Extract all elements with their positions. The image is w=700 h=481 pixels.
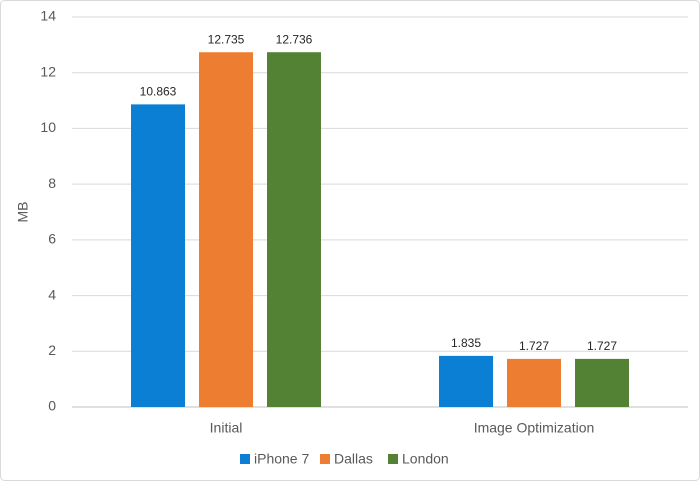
legend-label: iPhone 7 — [254, 451, 309, 467]
bar — [439, 355, 493, 407]
legend-swatch — [388, 454, 398, 464]
legend-swatch — [240, 454, 250, 464]
y-tick-label: 4 — [48, 286, 56, 302]
bar — [131, 104, 185, 408]
bar — [267, 52, 321, 408]
data-label: 12.736 — [276, 32, 313, 46]
data-label: 10.863 — [140, 85, 177, 99]
x-tick-label: Image Optimization — [474, 420, 595, 436]
legend-label: London — [402, 451, 449, 467]
x-tick-label: Initial — [210, 420, 243, 436]
bar — [507, 358, 561, 407]
data-label: 1.835 — [451, 336, 481, 350]
y-tick-label: 10 — [40, 119, 56, 135]
bar — [575, 358, 629, 407]
y-tick-label: 0 — [48, 398, 56, 414]
data-label: 12.735 — [208, 32, 245, 46]
bar — [199, 52, 253, 407]
y-tick-label: 2 — [48, 342, 56, 358]
legend-label: Dallas — [334, 451, 373, 467]
y-tick-label: 6 — [48, 231, 56, 247]
y-tick-label: 14 — [40, 8, 56, 24]
data-label: 1.727 — [519, 339, 549, 353]
legend-swatch — [320, 454, 330, 464]
data-label: 1.727 — [587, 339, 617, 353]
y-axis-label: MB — [15, 202, 31, 223]
y-tick-label: 8 — [48, 175, 56, 191]
y-tick-label: 12 — [40, 63, 56, 79]
